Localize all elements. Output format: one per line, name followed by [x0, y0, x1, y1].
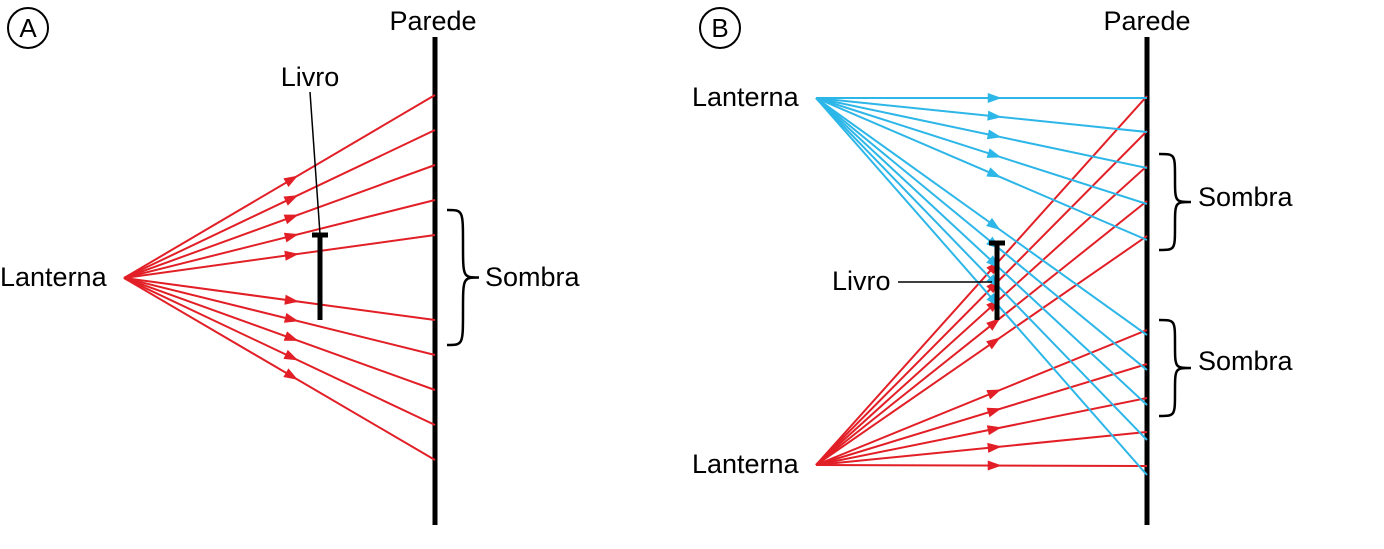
ray [124, 95, 435, 278]
ray-arrowhead [988, 93, 1002, 103]
label-lanterna: Lanterna [0, 262, 108, 292]
panel-a: A Parede Lanterna Livro Sombra [0, 6, 581, 525]
ray-arrowhead [987, 408, 1002, 418]
ray-arrowhead [284, 313, 299, 323]
ray [124, 278, 435, 460]
ray-arrowhead [283, 176, 298, 187]
ray-arrowhead [986, 218, 1000, 230]
ray-arrowhead [284, 215, 299, 224]
ray [816, 201, 1147, 465]
ray [124, 165, 435, 278]
ray-arrowhead [987, 443, 1001, 453]
ray [124, 200, 435, 278]
ray [816, 98, 1147, 240]
brace [1159, 320, 1191, 416]
ray-arrowhead [284, 233, 299, 243]
ray [124, 278, 435, 390]
ray [816, 98, 1147, 405]
label-livro: Livro [832, 266, 891, 296]
ray-arrowhead [284, 251, 299, 261]
ray [124, 278, 435, 425]
ray-arrowhead [986, 337, 1000, 349]
label-sombra-top: Sombra [1198, 182, 1294, 212]
ray-arrowhead [283, 368, 298, 379]
label-sombra-bottom: Sombra [1198, 346, 1294, 376]
ray [816, 166, 1147, 465]
label-livro: Livro [281, 62, 340, 92]
label-parede: Parede [389, 6, 476, 36]
panel-b: B Parede Lanterna Lanterna Livro Sombra Sombra [692, 6, 1294, 525]
panel-badge-label: A [19, 13, 37, 43]
physics-diagram: A Parede Lanterna Livro Sombra B Parede Lantern… [0, 0, 1384, 549]
ray [816, 432, 1147, 465]
ray-arrowhead [987, 148, 1002, 158]
ray-arrowhead [986, 389, 1001, 399]
ray-arrowhead [987, 425, 1002, 435]
label-lanterna-bottom: Lanterna [692, 449, 800, 479]
label-lanterna-top: Lanterna [692, 82, 800, 112]
ray-arrowhead [987, 111, 1001, 121]
label-sombra: Sombra [485, 262, 581, 292]
ray-arrowhead [284, 331, 299, 340]
ray [816, 98, 1147, 370]
brace [447, 210, 479, 345]
ray [816, 465, 1147, 466]
ray-arrowhead [284, 295, 299, 305]
brace [1159, 154, 1191, 250]
panel-badge-label: B [711, 13, 728, 43]
ray [816, 98, 1147, 132]
ray [124, 278, 435, 355]
ray-arrowhead [986, 167, 1001, 177]
ray-arrowhead [988, 461, 1002, 471]
label-parede: Parede [1103, 6, 1190, 36]
ray-arrowhead [283, 350, 298, 361]
rays-red [124, 95, 435, 460]
ray-arrowhead [283, 195, 298, 206]
